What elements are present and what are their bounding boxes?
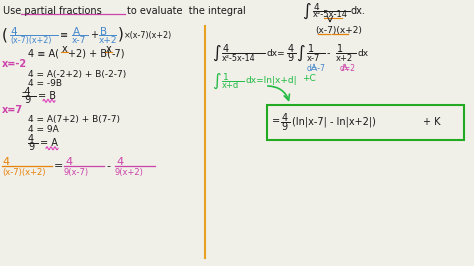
Text: x+2: x+2 xyxy=(336,54,353,63)
Text: = B: = B xyxy=(38,91,56,101)
Text: = A: = A xyxy=(40,138,58,148)
Text: ∫: ∫ xyxy=(212,72,220,90)
Text: ≡: ≡ xyxy=(60,31,68,40)
Text: 9(x+2): 9(x+2) xyxy=(115,168,144,177)
Text: +C: +C xyxy=(302,73,316,82)
Text: 4: 4 xyxy=(65,157,72,167)
Text: x+2: x+2 xyxy=(99,36,118,45)
Text: -: - xyxy=(327,48,330,58)
Text: (: ( xyxy=(2,28,8,43)
Text: 9(x-7): 9(x-7) xyxy=(64,168,89,177)
Text: x=-2: x=-2 xyxy=(2,59,27,69)
Text: A: A xyxy=(73,27,80,36)
Text: ∫: ∫ xyxy=(296,44,305,62)
Text: Use partial fractions: Use partial fractions xyxy=(3,6,102,16)
Text: 4 = -9B: 4 = -9B xyxy=(28,80,62,89)
Text: dx=: dx= xyxy=(267,49,286,58)
Text: (x-7)(x+2): (x-7)(x+2) xyxy=(315,26,362,35)
Text: x=7: x=7 xyxy=(2,105,23,115)
Text: 9: 9 xyxy=(22,95,31,105)
Text: =: = xyxy=(272,117,280,127)
Text: x: x xyxy=(62,44,68,54)
Text: 4: 4 xyxy=(10,27,17,36)
Text: x: x xyxy=(106,44,112,54)
Text: 9: 9 xyxy=(281,123,287,132)
Text: 9: 9 xyxy=(287,53,293,63)
Text: -: - xyxy=(106,161,110,171)
Text: dx=ln|x+d|: dx=ln|x+d| xyxy=(246,77,298,85)
Text: ): ) xyxy=(118,26,124,41)
Text: (x-7)(x+2): (x-7)(x+2) xyxy=(2,168,46,177)
Text: 4: 4 xyxy=(288,44,294,54)
Text: 4 = A(7+2) + B(7-7): 4 = A(7+2) + B(7-7) xyxy=(28,115,120,124)
Text: ∫: ∫ xyxy=(212,44,220,62)
Text: ∫: ∫ xyxy=(302,2,310,20)
Text: 4: 4 xyxy=(314,3,319,12)
Text: -7): -7) xyxy=(112,48,126,58)
Text: 4: 4 xyxy=(223,44,229,54)
Text: 9: 9 xyxy=(28,142,34,152)
Text: dx.: dx. xyxy=(351,6,366,16)
FancyBboxPatch shape xyxy=(267,105,464,140)
Text: 4: 4 xyxy=(28,134,34,144)
Text: x-7: x-7 xyxy=(307,54,320,63)
Text: dx: dx xyxy=(358,49,369,58)
Text: (x-7)(x+2): (x-7)(x+2) xyxy=(10,36,52,45)
Text: -4: -4 xyxy=(22,87,32,97)
Text: =: = xyxy=(54,161,64,171)
Text: x²-5x-14: x²-5x-14 xyxy=(313,10,348,19)
Text: 4 = 9A: 4 = 9A xyxy=(28,125,59,134)
Text: 4 = A(-2+2) + B(-2-7): 4 = A(-2+2) + B(-2-7) xyxy=(28,70,126,78)
Text: d=2: d=2 xyxy=(340,64,356,73)
Text: 4 ≡ A(: 4 ≡ A( xyxy=(28,48,59,58)
Text: 4: 4 xyxy=(116,157,123,167)
Text: to evaluate  the integral: to evaluate the integral xyxy=(127,6,246,16)
Text: 1: 1 xyxy=(308,44,314,54)
Text: d=-7: d=-7 xyxy=(307,64,326,73)
Text: x²-5x-14: x²-5x-14 xyxy=(222,54,255,63)
Text: 1: 1 xyxy=(337,44,343,54)
Text: x+d: x+d xyxy=(222,81,239,90)
Text: 4: 4 xyxy=(2,157,9,167)
Text: ×(x-7)(x+2): ×(x-7)(x+2) xyxy=(124,31,172,40)
Text: +: + xyxy=(90,31,98,40)
Text: +2) + B(: +2) + B( xyxy=(68,48,111,58)
Text: B: B xyxy=(100,27,107,36)
Text: (ln|x-7| - ln|x+2|): (ln|x-7| - ln|x+2|) xyxy=(292,116,376,127)
Text: 4: 4 xyxy=(282,113,288,123)
Text: + K: + K xyxy=(423,117,440,127)
Text: x-7: x-7 xyxy=(72,36,86,45)
Text: 1: 1 xyxy=(223,73,229,82)
